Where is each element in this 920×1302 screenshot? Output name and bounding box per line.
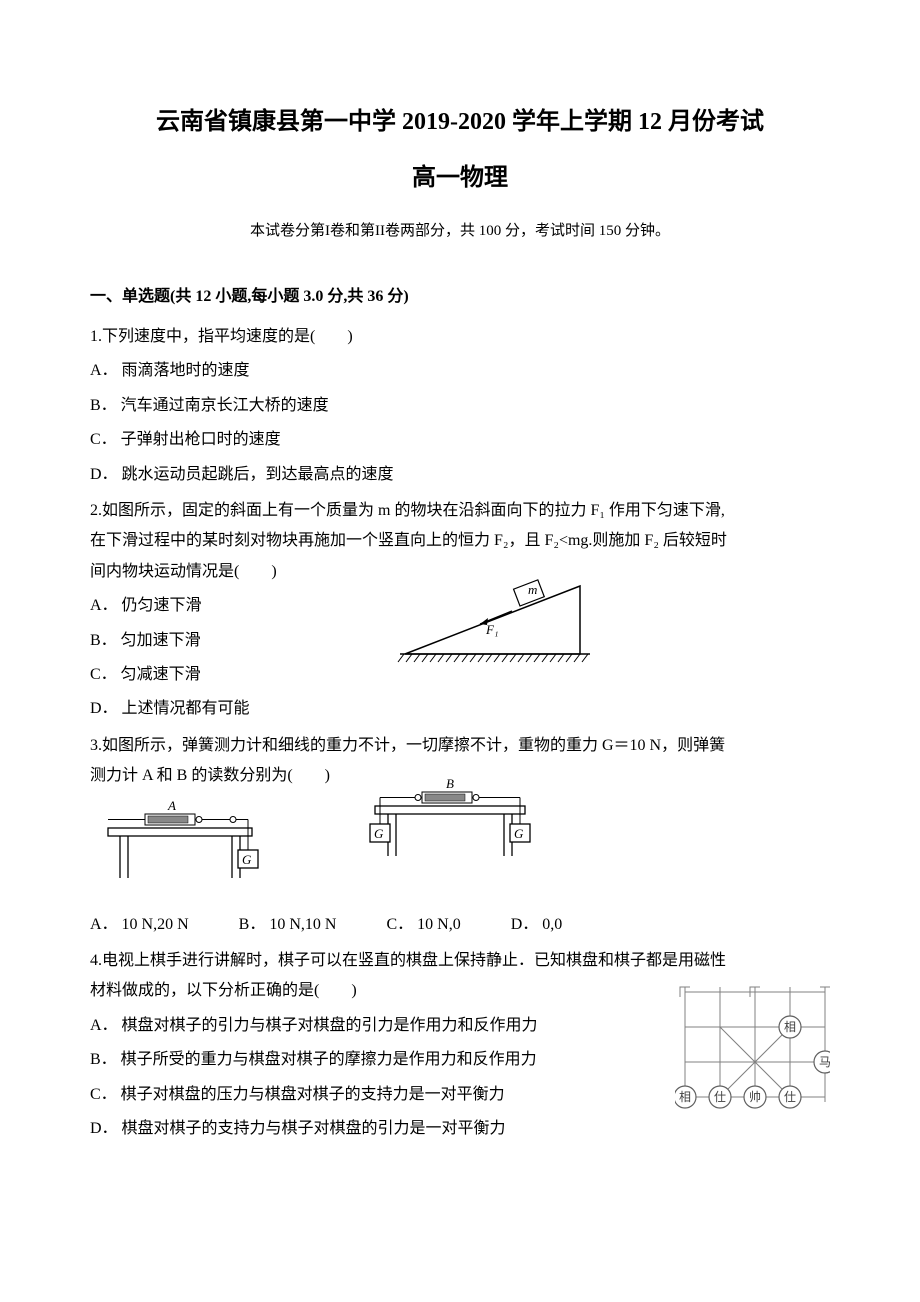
q1-stem: 1.下列速度中，指平均速度的是( ) [90,322,830,352]
svg-text:仕: 仕 [784,1090,796,1104]
svg-text:F₁: F₁ [485,622,498,637]
svg-text:相: 相 [784,1020,796,1034]
q4-chessboard-figure: 相 马 相 仕 帅 仕 [675,982,830,1122]
svg-text:A: A [167,800,176,813]
q1-option-b: B． 汽车通过南京长江大桥的速度 [90,391,830,421]
svg-text:G: G [374,826,384,841]
svg-text:G: G [242,852,252,867]
section-1-header: 一、单选题(共 12 小题,每小题 3.0 分,共 36 分) [90,282,830,312]
svg-text:帅: 帅 [749,1090,761,1104]
q1-option-d: D． 跳水运动员起跳后，到达最高点的速度 [90,460,830,490]
exam-info: 本试卷分第I卷和第II卷两部分，共 100 分，考试时间 150 分钟。 [90,217,830,246]
q3-figure-a: A G [90,800,270,900]
question-3: 3.如图所示，弹簧测力计和细线的重力不计，一切摩擦不计，重物的重力 G＝10 N… [90,731,830,940]
svg-text:G: G [514,826,524,841]
q3-options: A． 10 N,20 N B． 10 N,10 N C． 10 N,0 D． 0… [90,910,830,940]
q3-figure-b: B G G [350,778,550,878]
q2-option-d: D． 上述情况都有可能 [90,694,830,724]
q3-stem-line1: 3.如图所示，弹簧测力计和细线的重力不计，一切摩擦不计，重物的重力 G＝10 N… [90,731,830,761]
svg-text:马: 马 [819,1055,830,1069]
q4-stem-line1: 4.电视上棋手进行讲解时，棋子可以在竖直的棋盘上保持静止．已知棋盘和棋子都是用磁… [90,946,830,976]
q2-stem-line2: 在下滑过程中的某时刻对物块再施加一个竖直向上的恒力 F₂，且 F₂<mg.则施加… [90,526,830,556]
q3-option-d: D． 0,0 [511,910,563,940]
question-2: 2.如图所示，固定的斜面上有一个质量为 m 的物块在沿斜面向下的拉力 F₁ 作用… [90,496,830,725]
exam-title: 云南省镇康县第一中学 2019-2020 学年上学期 12 月份考试 [90,100,830,146]
q3-option-c: C． 10 N,0 [386,910,460,940]
svg-text:相: 相 [679,1090,691,1104]
svg-text:m: m [528,582,537,597]
svg-text:B: B [446,778,454,791]
q3-figures: A G B [90,800,830,900]
q1-option-a: A． 雨滴落地时的速度 [90,356,830,386]
q2-incline-figure: m F₁ [390,576,600,666]
exam-subtitle: 高一物理 [90,156,830,202]
question-4: 4.电视上棋手进行讲解时，棋子可以在竖直的棋盘上保持静止．已知棋盘和棋子都是用磁… [90,946,830,1144]
q3-option-b: B． 10 N,10 N [239,910,337,940]
svg-text:仕: 仕 [714,1090,726,1104]
q1-option-c: C． 子弹射出枪口时的速度 [90,425,830,455]
q2-stem-line1: 2.如图所示，固定的斜面上有一个质量为 m 的物块在沿斜面向下的拉力 F₁ 作用… [90,496,830,526]
question-1: 1.下列速度中，指平均速度的是( ) A． 雨滴落地时的速度 B． 汽车通过南京… [90,322,830,490]
q3-option-a: A． 10 N,20 N [90,910,189,940]
q3-stem-line2: 测力计 A 和 B 的读数分别为( ) [90,761,330,791]
